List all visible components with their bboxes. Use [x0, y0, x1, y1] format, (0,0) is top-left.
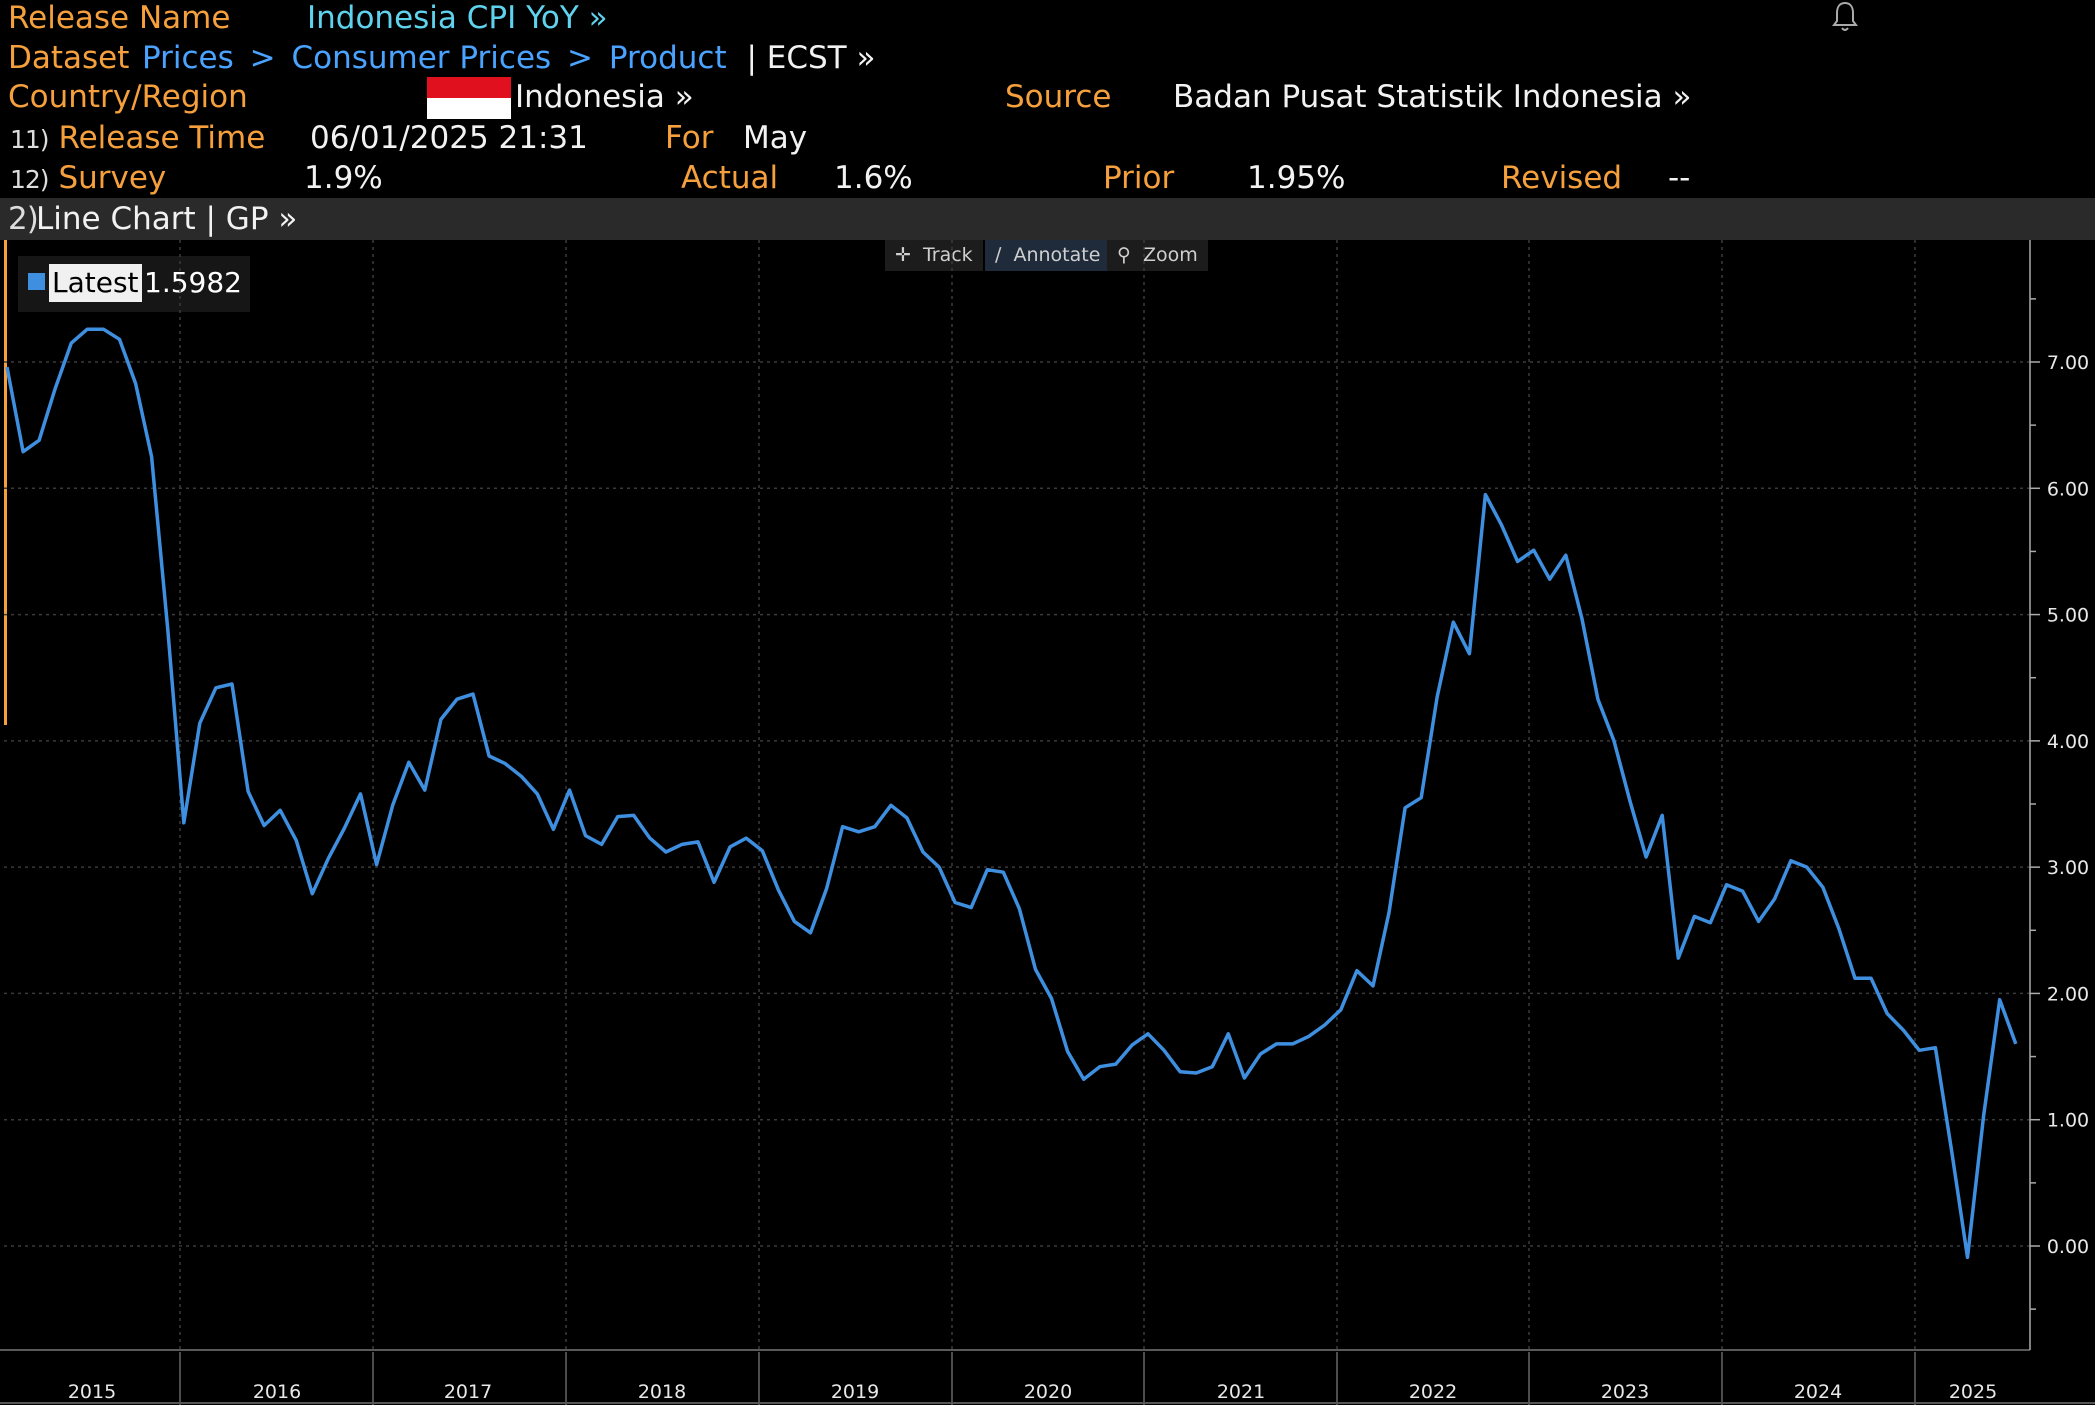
- x-tick-label: 2015: [68, 1381, 116, 1403]
- y-tick-label: 3.00: [2047, 857, 2089, 879]
- prior-row: Prior: [1103, 158, 1174, 198]
- revised-value-row: --: [1668, 158, 1690, 198]
- release-time-number: 11): [10, 125, 50, 154]
- survey-label: Survey: [58, 160, 167, 196]
- actual-label: Actual: [681, 160, 779, 196]
- annotate-button[interactable]: ∕ Annotate: [985, 240, 1111, 271]
- dataset-ecst-link[interactable]: | ECST »: [746, 40, 876, 76]
- x-tick-label: 2023: [1601, 1381, 1649, 1403]
- release-time-value-row: 06/01/2025 21:31: [310, 118, 588, 158]
- prior-value-row: 1.95%: [1247, 158, 1345, 198]
- release-name-label: Release Name: [8, 0, 231, 36]
- for-row: For: [665, 118, 713, 158]
- dataset-link-product[interactable]: Product: [608, 40, 727, 76]
- prior-label: Prior: [1103, 160, 1175, 196]
- country-value-row: Indonesia »: [515, 77, 694, 117]
- x-tick-label: 2021: [1217, 1381, 1265, 1403]
- indonesia-flag-icon: [427, 77, 511, 119]
- for-label: For: [665, 120, 714, 156]
- chart-bar-number: 2): [8, 201, 39, 237]
- revised-value: --: [1668, 160, 1691, 196]
- release-name-link-row: Indonesia CPI YoY »: [307, 0, 608, 38]
- release-time-label: Release Time: [58, 120, 266, 156]
- dataset-path: Prices > Consumer Prices > Product | ECS…: [142, 38, 875, 78]
- country-row: Country/Region: [8, 77, 248, 117]
- x-tick-label: 2017: [444, 1381, 492, 1403]
- revised-label: Revised: [1501, 160, 1623, 196]
- legend-series-label: Latest: [49, 264, 142, 302]
- y-tick-label: 5.00: [2047, 605, 2089, 627]
- crosshair-icon: ✛: [895, 244, 911, 266]
- chart-type-link[interactable]: Line Chart | GP »: [36, 201, 298, 237]
- for-value-row: May: [743, 118, 807, 158]
- chart-title-bar: 2) Line Chart | GP »: [0, 198, 2095, 240]
- release-time-row[interactable]: 11) Release Time: [10, 118, 265, 158]
- flag-red-band: [427, 77, 511, 98]
- actual-value-row: 1.6%: [834, 158, 913, 198]
- survey-value-row: 1.9%: [304, 158, 383, 198]
- source-label: Source: [1005, 79, 1112, 115]
- y-tick-label: 0.00: [2047, 1236, 2089, 1258]
- zoom-label: Zoom: [1142, 244, 1198, 266]
- x-tick-label: 2022: [1409, 1381, 1457, 1403]
- country-label: Country/Region: [8, 79, 248, 115]
- y-tick-label: 1.00: [2047, 1110, 2089, 1132]
- line-chart[interactable]: 2015 2016 2017 2018 2019 2020 2021 2022 2023 2024…: [0, 240, 2095, 1405]
- y-tick-label: 7.00: [2047, 352, 2089, 374]
- x-tick-label: 2018: [638, 1381, 686, 1403]
- chart-left-accent: [4, 240, 7, 725]
- track-button[interactable]: ✛ Track: [885, 240, 983, 271]
- for-value: May: [743, 120, 808, 156]
- country-link[interactable]: Indonesia »: [515, 79, 694, 115]
- y-tick-label: 2.00: [2047, 983, 2089, 1005]
- bell-icon[interactable]: [1830, 0, 1860, 34]
- dataset-label: Dataset: [8, 40, 130, 76]
- survey-row[interactable]: 12) Survey: [10, 158, 166, 198]
- annotate-label: Annotate: [1013, 244, 1101, 266]
- x-tick-label: 2019: [831, 1381, 879, 1403]
- x-tick-label: 2020: [1024, 1381, 1072, 1403]
- survey-number: 12): [10, 165, 50, 194]
- y-tick-label: 4.00: [2047, 731, 2089, 753]
- actual-value: 1.6%: [834, 160, 913, 196]
- legend-latest-value: 1.5982: [144, 266, 242, 299]
- x-tick-label: 2024: [1794, 1381, 1842, 1403]
- flag-white-band: [427, 98, 511, 119]
- survey-value: 1.9%: [304, 160, 383, 196]
- zoom-button[interactable]: ⚲ Zoom: [1107, 240, 1208, 271]
- actual-row: Actual: [681, 158, 778, 198]
- revised-row: Revised: [1501, 158, 1622, 198]
- release-name-row: Release Name: [8, 0, 230, 38]
- release-name-link[interactable]: Indonesia CPI YoY »: [307, 0, 608, 36]
- breadcrumb-separator: >: [249, 40, 276, 76]
- chart-legend[interactable]: Latest 1.5982: [18, 256, 250, 312]
- breadcrumb-separator: >: [567, 40, 594, 76]
- pencil-icon: ∕: [995, 244, 1002, 266]
- x-tick-label: 2016: [253, 1381, 301, 1403]
- prior-value: 1.95%: [1247, 160, 1346, 196]
- x-tick-label: 2025: [1949, 1381, 1997, 1403]
- dataset-link-consumer-prices[interactable]: Consumer Prices: [291, 40, 552, 76]
- series-line-latest[interactable]: [5, 327, 2018, 1260]
- track-label: Track: [922, 244, 973, 266]
- source-value-row: Badan Pusat Statistik Indonesia »: [1173, 77, 1691, 117]
- legend-swatch: [28, 273, 45, 290]
- source-label-row: Source: [1005, 77, 1111, 117]
- y-tick-label: 6.00: [2047, 478, 2089, 500]
- dataset-link-prices[interactable]: Prices: [142, 40, 234, 76]
- magnifier-icon: ⚲: [1117, 244, 1131, 266]
- release-time-value: 06/01/2025 21:31: [310, 120, 588, 156]
- dataset-row: Dataset: [8, 38, 129, 78]
- source-link[interactable]: Badan Pusat Statistik Indonesia »: [1173, 79, 1692, 115]
